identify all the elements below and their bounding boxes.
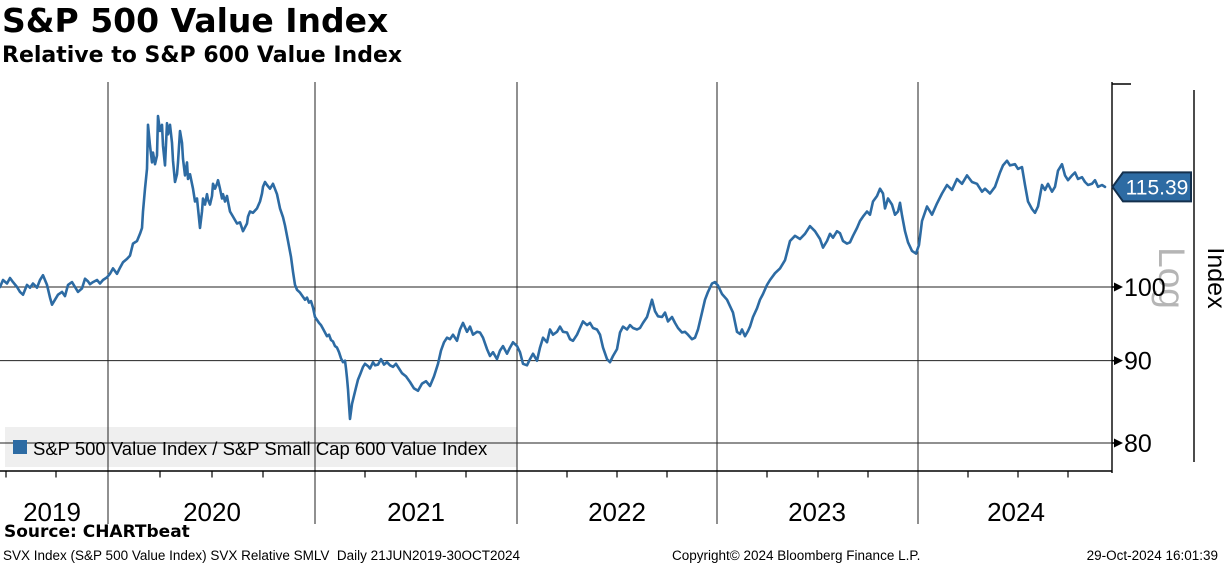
x-year-label: 2022 (588, 497, 646, 527)
y-tick-label: 90 (1124, 348, 1152, 376)
legend-marker (13, 440, 27, 454)
copyright-label: Copyright© 2024 Bloomberg Finance L.P. (672, 548, 921, 563)
x-year-label: 2023 (788, 497, 846, 527)
y-tick-label: 100 (1124, 274, 1166, 302)
x-year-label: 2024 (987, 497, 1045, 527)
y-axis-title: Index (1202, 247, 1224, 309)
legend-box (5, 427, 517, 467)
chart-title: S&P 500 Value Index (2, 1, 389, 40)
legend-label: S&P 500 Value Index / S&P Small Cap 600 … (33, 438, 488, 459)
y-tick-arrow-icon (1114, 438, 1123, 448)
y-tick-label: 80 (1124, 430, 1152, 458)
chart-subtitle: Relative to S&P 600 Value Index (2, 43, 403, 68)
x-year-label: 2019 (23, 497, 81, 527)
security-info-label: SVX Index (S&P 500 Value Index) SVX Rela… (3, 548, 521, 563)
x-year-label: 2021 (387, 497, 445, 527)
y-tick-arrow-icon (1114, 282, 1123, 292)
last-value-label: 115.39 (1126, 176, 1189, 199)
x-year-label: 2020 (183, 497, 241, 527)
y-tick-arrow-icon (1114, 356, 1123, 366)
log-scale-label: Log (1151, 247, 1192, 309)
timestamp-label: 29-Oct-2024 16:01:39 (1086, 548, 1218, 563)
source-label: Source: CHARTbeat (4, 522, 190, 542)
last-value-callout (1111, 171, 1192, 203)
series-line (0, 114, 1107, 421)
